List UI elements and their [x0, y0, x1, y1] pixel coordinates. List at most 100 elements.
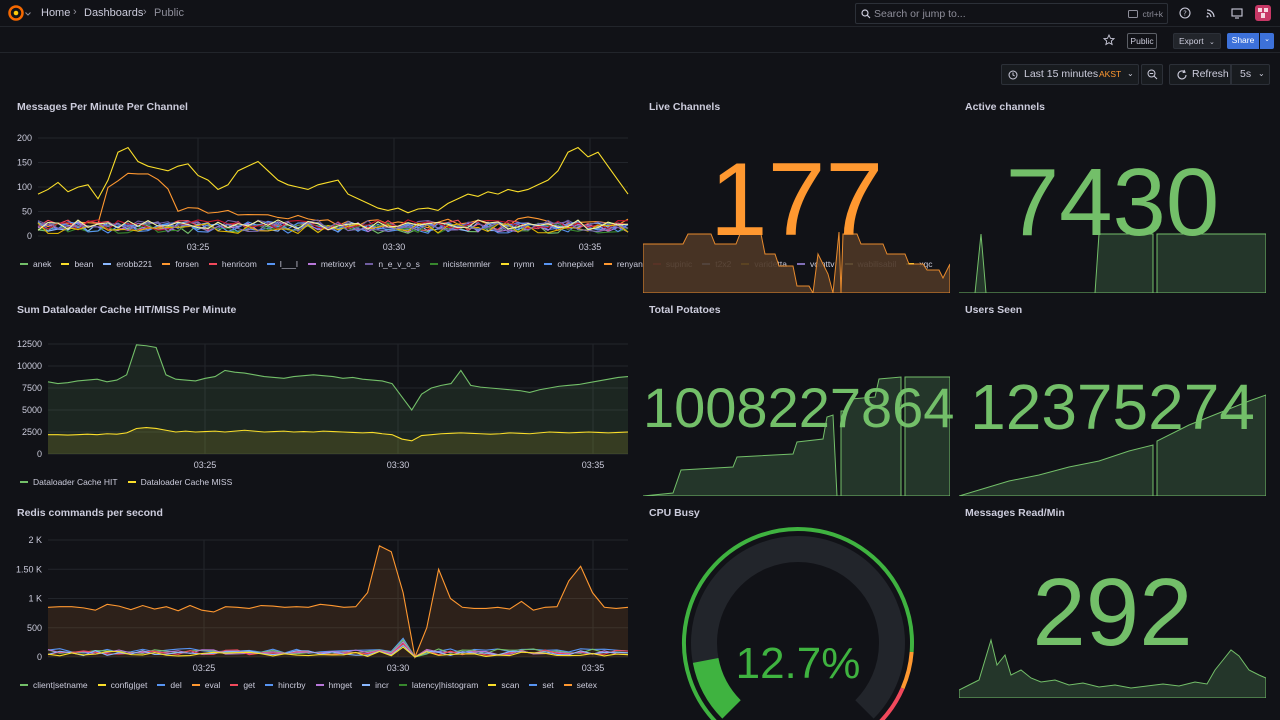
legend-item[interactable]: hincrby: [265, 678, 306, 693]
chevron-down-icon: ⌄: [1127, 69, 1134, 78]
live-channels-value: 177: [709, 142, 884, 258]
legend-item[interactable]: renyan: [603, 257, 643, 272]
clock-icon: [1008, 70, 1018, 80]
legend-label: Dataloader Cache MISS: [140, 477, 233, 487]
star-icon[interactable]: [1103, 34, 1115, 46]
legend-item[interactable]: config|get: [97, 678, 147, 693]
x-tick-label: 03:35: [579, 242, 602, 252]
legend-item[interactable]: set: [529, 678, 554, 693]
legend-item[interactable]: nicistemmler: [429, 257, 491, 272]
y-tick-label: 2 K: [28, 535, 42, 545]
legend-item[interactable]: l___l: [266, 257, 298, 272]
legend-swatch: [500, 262, 509, 265]
legend-item[interactable]: bean: [61, 257, 93, 272]
legend-label: client|setname: [33, 680, 88, 690]
y-tick-label: 0: [37, 652, 42, 662]
legend-label: incr: [375, 680, 389, 690]
legend-item[interactable]: client|setname: [20, 678, 88, 693]
legend-label: setex: [576, 680, 597, 690]
zoom-out-button[interactable]: [1141, 64, 1163, 85]
breadcrumb-home[interactable]: Home: [41, 7, 71, 19]
legend-swatch: [315, 683, 324, 686]
search-input[interactable]: Search or jump to... ctrl+k: [855, 3, 1168, 24]
legend-item[interactable]: forsen: [162, 257, 199, 272]
panel-title: Total Potatoes: [649, 304, 721, 316]
legend-item[interactable]: hmget: [315, 678, 353, 693]
legend-label: hmget: [328, 680, 353, 690]
refresh-interval-picker[interactable]: 5s ⌄: [1231, 64, 1270, 85]
legend-label: get: [243, 680, 256, 690]
grafana-logo[interactable]: [8, 5, 24, 21]
live-channels-sparkline: [643, 231, 950, 293]
refresh-button[interactable]: Refresh: [1169, 64, 1231, 85]
x-tick-label: 03:25: [187, 242, 210, 252]
dashboard-toolbar: Public Export ⌄ Share ⌄: [0, 27, 1280, 53]
screen-icon[interactable]: [1230, 6, 1244, 20]
legend-swatch: [529, 683, 538, 686]
legend-swatch: [307, 262, 316, 265]
legend-item[interactable]: n_e_v_o_s: [365, 257, 420, 272]
y-tick-label: 5000: [22, 405, 42, 415]
legend-label: erobb221: [116, 259, 153, 269]
legend-item[interactable]: eval: [191, 678, 220, 693]
legend-label: xqc: [919, 259, 933, 269]
legend-label: bean: [74, 259, 94, 269]
legend-item[interactable]: metrioxyt: [307, 257, 355, 272]
legend-item[interactable]: del: [157, 678, 182, 693]
help-icon[interactable]: ?: [1178, 6, 1192, 20]
legend-item[interactable]: Dataloader Cache MISS: [127, 475, 233, 490]
rss-icon[interactable]: [1204, 6, 1218, 20]
legend-item[interactable]: latency|histogram: [398, 678, 478, 693]
panel-title: Sum Dataloader Cache HIT/MISS Per Minute: [17, 304, 237, 316]
legend-item[interactable]: anek: [20, 257, 51, 272]
legend-swatch: [97, 683, 106, 686]
avatar[interactable]: [1255, 5, 1271, 21]
legend-swatch: [127, 480, 136, 483]
legend-item[interactable]: scan: [488, 678, 519, 693]
time-range-picker[interactable]: Last 15 minutes AKST ⌄: [1001, 64, 1139, 85]
breadcrumb-separator: ›: [73, 6, 77, 18]
active-channels-sparkline: [959, 233, 1266, 293]
messages-timeseries[interactable]: 0 50 100 150 200 03:25 03:30 03:35: [10, 125, 630, 255]
x-tick-label: 03:30: [387, 460, 410, 470]
legend-swatch: [20, 262, 28, 265]
legend-item[interactable]: setex: [563, 678, 597, 693]
share-options-button[interactable]: ⌄: [1260, 33, 1274, 49]
panel-title: CPU Busy: [649, 507, 700, 519]
gauge-threshold-orange: [900, 651, 914, 690]
users-seen-sparkline: [959, 394, 1266, 496]
breadcrumb-public: Public: [154, 7, 184, 19]
search-shortcut: ctrl+k: [1142, 9, 1163, 19]
total-potatoes-value: 1008227864: [643, 376, 955, 439]
chevron-down-icon: ⌄: [1208, 39, 1215, 46]
messages-read-sparkline: [959, 638, 1266, 698]
legend-label: del: [170, 680, 182, 690]
legend-swatch: [365, 262, 374, 265]
time-range-label: Last 15 minutes: [1024, 68, 1099, 80]
panel-title: Active channels: [965, 101, 1045, 113]
legend-item[interactable]: incr: [362, 678, 389, 693]
refresh-icon: [1177, 69, 1187, 80]
breadcrumb-separator: ›: [143, 6, 147, 18]
legend-label: Dataloader Cache HIT: [33, 477, 118, 487]
legend-item[interactable]: henricom: [208, 257, 257, 272]
legend-swatch: [20, 480, 28, 483]
breadcrumb-dashboards[interactable]: Dashboards: [84, 7, 144, 19]
legend-item[interactable]: get: [230, 678, 255, 693]
legend-item[interactable]: Dataloader Cache HIT: [20, 475, 118, 490]
legend-label: n_e_v_o_s: [378, 259, 420, 269]
legend-item[interactable]: nymn: [500, 257, 534, 272]
legend-item[interactable]: erobb221: [103, 257, 152, 272]
legend-item[interactable]: ohnepixel: [544, 257, 594, 272]
series-line: [37, 219, 629, 231]
series-line: [37, 219, 629, 231]
share-button[interactable]: Share: [1227, 33, 1259, 49]
redis-timeseries[interactable]: 0 500 1 K 1.50 K 2 K 03:25 03:30 03:35: [10, 531, 630, 676]
legend-label: set: [542, 680, 554, 690]
x-tick-label: 03:30: [383, 242, 406, 252]
export-button[interactable]: Export ⌄: [1173, 33, 1221, 49]
cache-timeseries[interactable]: 0 2500 5000 7500 10000 12500 03:25 03:30 03:35: [10, 328, 630, 473]
y-tick-label: 10000: [17, 361, 42, 371]
chevron-down-icon[interactable]: [25, 11, 31, 17]
svg-text:?: ?: [1183, 10, 1187, 18]
